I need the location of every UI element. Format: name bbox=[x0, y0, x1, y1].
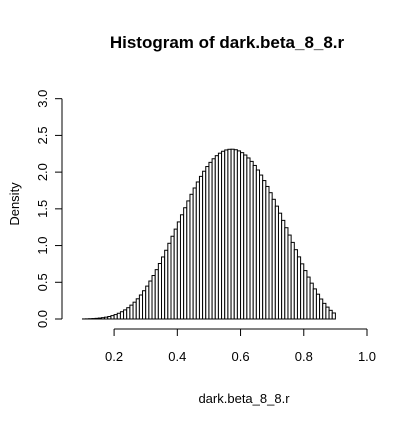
y-tick-label: 2.5 bbox=[35, 126, 50, 144]
chart-title: Histogram of dark.beta_8_8.r bbox=[110, 33, 345, 52]
y-axis: 0.0 0.5 1.0 1.5 2.0 2.5 3.0 bbox=[35, 90, 63, 328]
x-tick-label: 0.8 bbox=[295, 349, 313, 364]
y-tick-label: 3.0 bbox=[35, 90, 50, 108]
histogram-bars bbox=[81, 148, 336, 320]
y-tick-label: 1.5 bbox=[35, 200, 50, 218]
y-tick-label: 0.0 bbox=[35, 310, 50, 328]
histogram-bar bbox=[331, 312, 336, 320]
x-tick-label: 0.6 bbox=[232, 349, 250, 364]
y-tick-label: 0.5 bbox=[35, 273, 50, 291]
y-axis-label: Density bbox=[7, 182, 22, 226]
x-tick-label: 0.2 bbox=[105, 349, 123, 364]
x-axis-label: dark.beta_8_8.r bbox=[198, 391, 290, 406]
x-tick-label: 0.4 bbox=[168, 349, 186, 364]
y-tick-label: 2.0 bbox=[35, 163, 50, 181]
x-axis: 0.2 0.4 0.6 0.8 1.0 bbox=[105, 328, 376, 364]
x-tick-label: 1.0 bbox=[358, 349, 376, 364]
y-tick-label: 1.0 bbox=[35, 237, 50, 255]
